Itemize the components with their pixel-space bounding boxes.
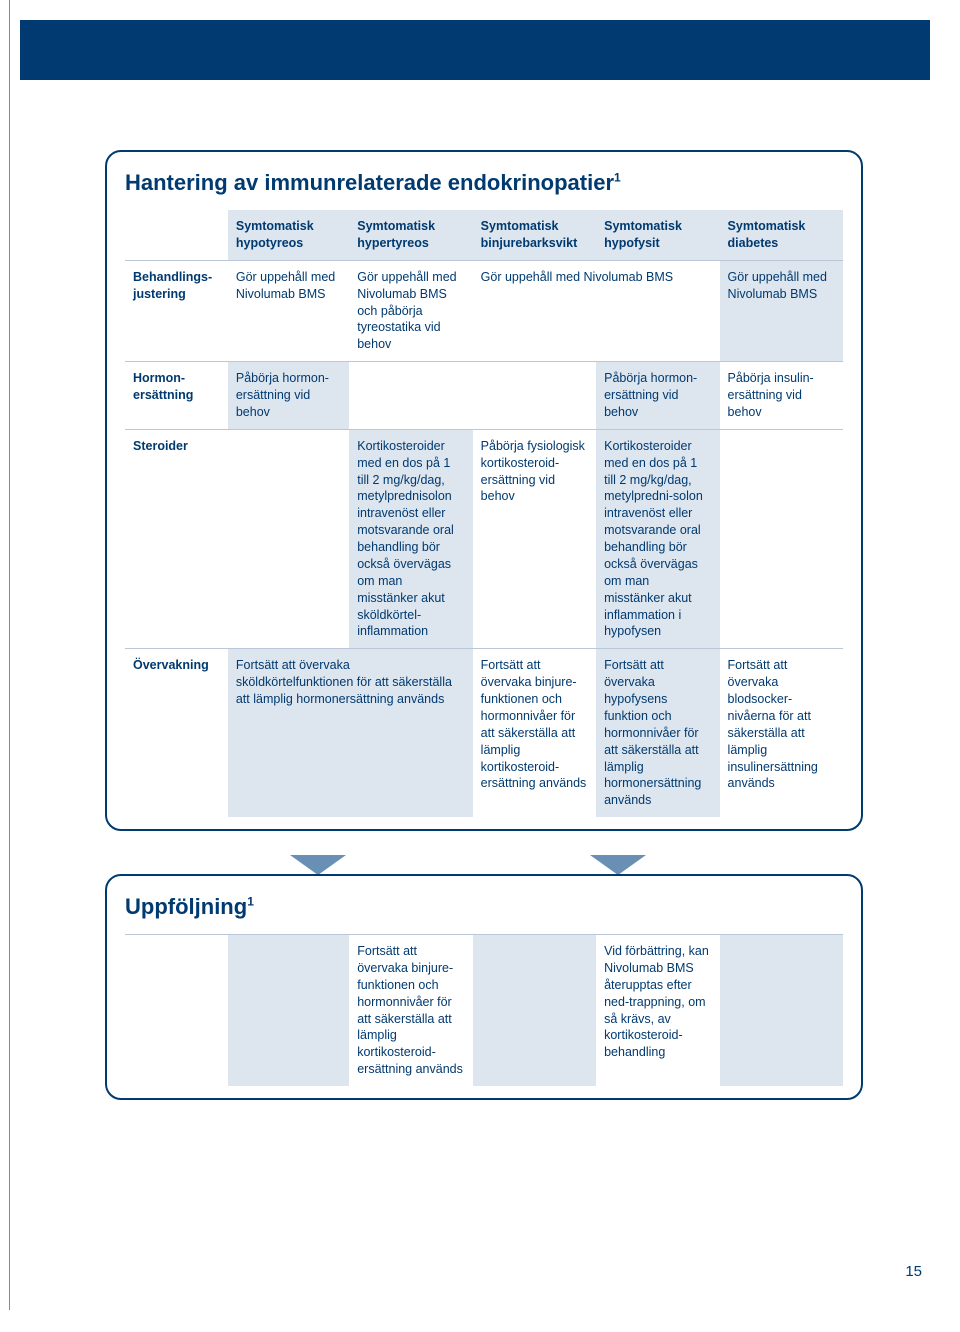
row-label-blank [125,935,228,1087]
col-header: Symtomatisk diabetes [720,210,843,260]
panel2-title-text: Uppföljning [125,894,247,919]
cell: Gör uppehåll med Nivolumab BMS och påbör… [349,260,472,361]
table-row: Fortsätt att övervaka binjure-funktionen… [125,935,843,1087]
table-row: Steroider Kortikosteroider med en dos på… [125,429,843,649]
cell: Fortsätt att övervaka blodsocker-nivåern… [720,649,843,817]
cell: Påbörja hormon-ersättning vid behov [596,362,719,430]
cell: Fortsätt att övervaka sköldkörtelfunktio… [228,649,473,817]
cell: Fortsätt att övervaka hypofysens funktio… [596,649,719,817]
flow-arrow-icon [590,855,646,875]
page-number: 15 [905,1263,922,1280]
management-table: Symtomatisk hypotyreos Symtomatisk hyper… [125,210,843,817]
table-row: Övervakning Fortsätt att övervaka sköldk… [125,649,843,817]
col-header: Symtomatisk binjurebarksvikt [473,210,596,260]
cell [349,362,472,430]
cell [720,935,843,1087]
cell [228,935,349,1087]
cell: Fortsätt att övervaka binjure-funktionen… [349,935,472,1087]
followup-table: Fortsätt att övervaka binjure-funktionen… [125,934,843,1086]
crop-mark-left [0,0,10,1310]
table-row: Hormon-ersättning Påbörja hormon-ersättn… [125,362,843,430]
col-header: Symtomatisk hypofysit [596,210,719,260]
row-label: Steroider [125,429,228,649]
flow-arrow-icon [290,855,346,875]
panel1-title: Hantering av immunrelaterade endokrinopa… [125,170,843,196]
panel1-title-sup: 1 [614,171,621,185]
col-header: Symtomatisk hypotyreos [228,210,349,260]
cell [228,429,349,649]
cell: Kortikosteroider med en dos på 1 till 2 … [596,429,719,649]
cell [720,429,843,649]
panel1-title-text: Hantering av immunrelaterade endokrinopa… [125,170,614,195]
cell: Gör uppehåll med Nivolumab BMS [228,260,349,361]
cell: Påbörja insulin-ersättning vid behov [720,362,843,430]
row-label: Behandlings-justering [125,260,228,361]
row-label: Övervakning [125,649,228,817]
cell [473,362,596,430]
cell: Gör uppehåll med Nivolumab BMS [720,260,843,361]
cell: Vid förbättring, kan Nivolumab BMS återu… [596,935,719,1087]
table-row: Behandlings-justering Gör uppehåll med N… [125,260,843,361]
header-bar [20,20,930,80]
panel2-title: Uppföljning1 [125,894,843,920]
cell: Gör uppehåll med Nivolumab BMS [473,260,720,361]
panel2-title-sup: 1 [247,895,254,909]
cell: Fortsätt att övervaka binjure-funktionen… [473,649,596,817]
management-panel: Hantering av immunrelaterade endokrinopa… [105,150,863,831]
header-blank [125,210,228,260]
cell: Påbörja fysiologisk kortikosteroid-ersät… [473,429,596,649]
followup-panel: Uppföljning1 Fortsätt att övervaka binju… [105,874,863,1100]
cell [473,935,596,1087]
cell: Kortikosteroider med en dos på 1 till 2 … [349,429,472,649]
row-label: Hormon-ersättning [125,362,228,430]
col-header: Symtomatisk hypertyreos [349,210,472,260]
table-header-row: Symtomatisk hypotyreos Symtomatisk hyper… [125,210,843,260]
cell: Påbörja hormon-ersättning vid behov [228,362,349,430]
